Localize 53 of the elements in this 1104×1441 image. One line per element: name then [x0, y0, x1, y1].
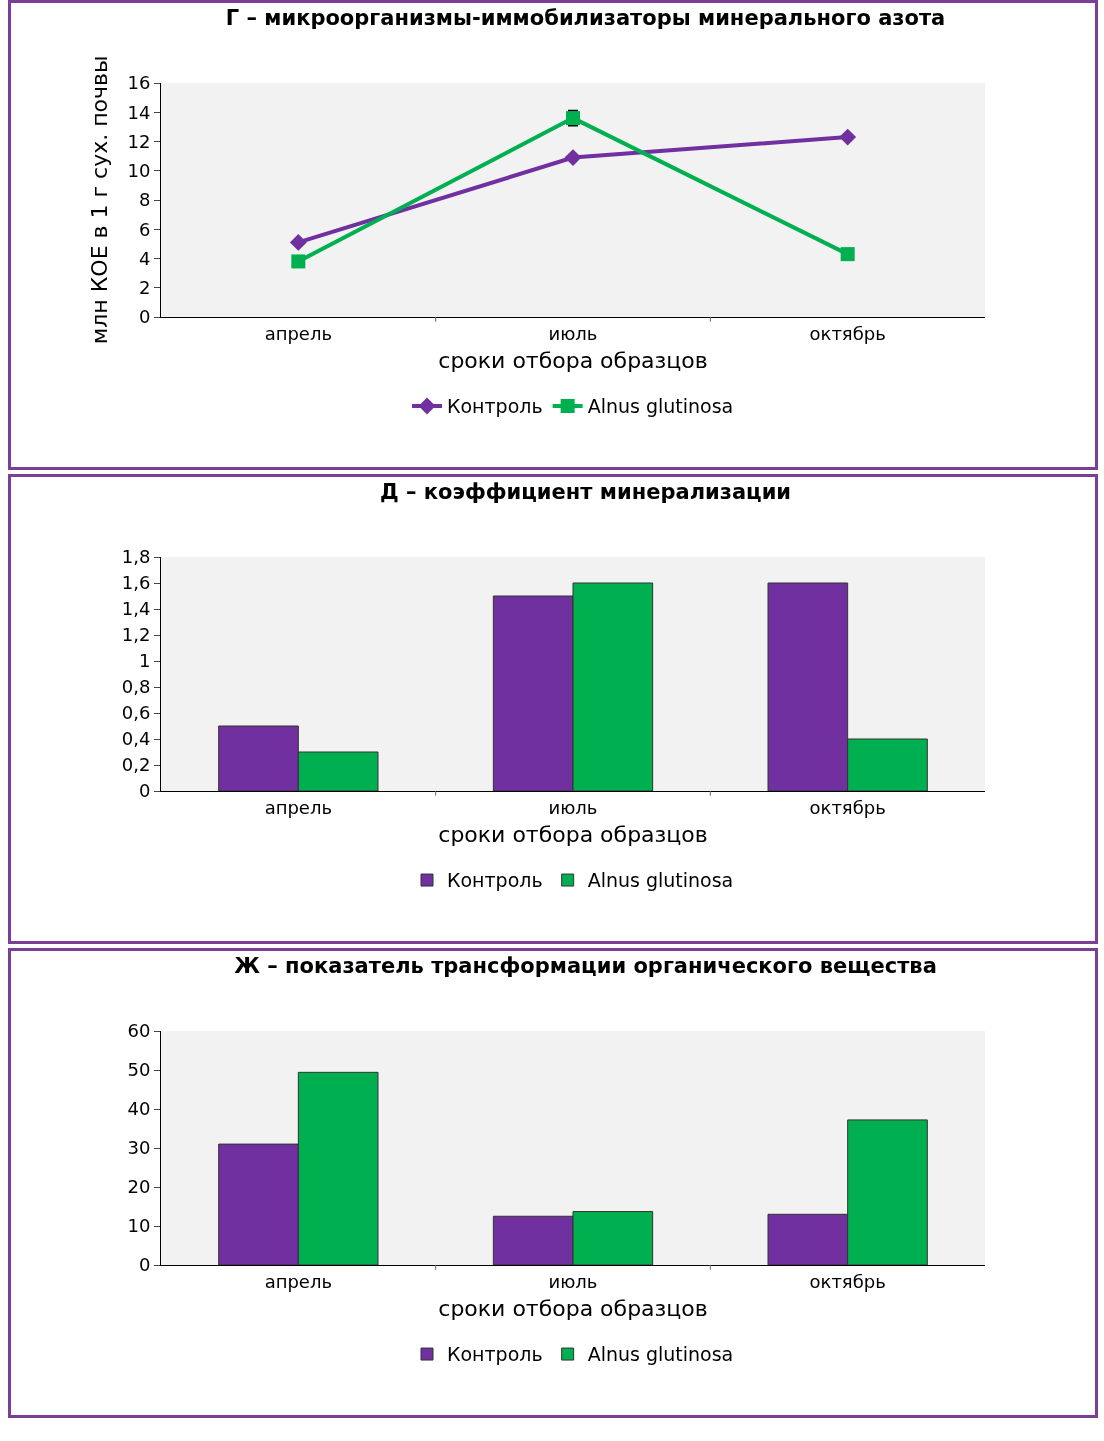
y-axis-title: млн КОЕ в 1 г сух. почвы [87, 55, 112, 345]
x-tick-label: октябрь [809, 796, 886, 818]
legend-label: Контроль [447, 395, 543, 418]
x-axis-title: сроки отбора образцов [438, 822, 708, 848]
chart-title: Д – коэффициент минерализации [379, 479, 792, 504]
legend-label: Контроль [447, 869, 543, 892]
y-tick-label: 10 [127, 160, 151, 182]
y-tick-label: 1 [138, 650, 151, 672]
point [291, 254, 306, 269]
y-tick-label: 0 [138, 1254, 151, 1276]
y-tick-label: 0 [138, 306, 151, 328]
y-tick-label: 14 [127, 101, 151, 123]
y-tick-label: 12 [127, 130, 151, 152]
legend-label: Контроль [447, 1343, 543, 1366]
x-tick-label: апрель [264, 1270, 333, 1292]
y-tick-label: 0,2 [121, 754, 151, 776]
y-tick-label: 2 [138, 277, 151, 299]
x-axis-title: сроки отбора образцов [438, 348, 708, 374]
y-tick-label: 40 [127, 1098, 151, 1120]
legend-label: Alnus glutinosa [587, 395, 734, 418]
x-tick-label: июль [548, 322, 598, 344]
y-tick-label: 1,6 [121, 572, 151, 594]
chart-title: Г – микроорганизмы-иммобилизаторы минерального азота [225, 5, 946, 30]
y-tick-label: 6 [138, 218, 151, 240]
y-tick-label: 10 [127, 1215, 151, 1237]
x-tick-label: апрель [264, 322, 333, 344]
y-tick-label: 0 [138, 780, 151, 802]
x-tick-label: июль [548, 1270, 598, 1292]
legend-label: Alnus glutinosa [587, 1343, 734, 1366]
point [289, 233, 307, 251]
point [840, 247, 855, 262]
legend-label: Alnus glutinosa [587, 869, 734, 892]
x-tick-label: октябрь [809, 322, 886, 344]
y-tick-label: 20 [127, 1176, 151, 1198]
y-tick-label: 16 [127, 72, 151, 94]
y-tick-label: 0,8 [121, 676, 151, 698]
chart-title: Ж – показатель трансформации органического вещества [234, 953, 937, 978]
x-tick-label: октябрь [809, 1270, 886, 1292]
y-tick-label: 1,4 [121, 598, 151, 620]
y-tick-label: 1,2 [121, 624, 151, 646]
y-tick-label: 4 [138, 247, 151, 269]
y-tick-label: 1,8 [121, 546, 151, 568]
y-tick-label: 8 [138, 189, 151, 211]
x-tick-label: апрель [264, 796, 333, 818]
y-tick-label: 60 [127, 1020, 151, 1042]
y-tick-label: 0,4 [121, 728, 151, 750]
x-tick-label: июль [548, 796, 598, 818]
y-tick-label: 30 [127, 1137, 151, 1159]
y-tick-label: 0,6 [121, 702, 151, 724]
point [564, 149, 582, 167]
y-tick-label: 50 [127, 1059, 151, 1081]
x-axis-title: сроки отбора образцов [438, 1296, 708, 1322]
point [839, 128, 857, 146]
